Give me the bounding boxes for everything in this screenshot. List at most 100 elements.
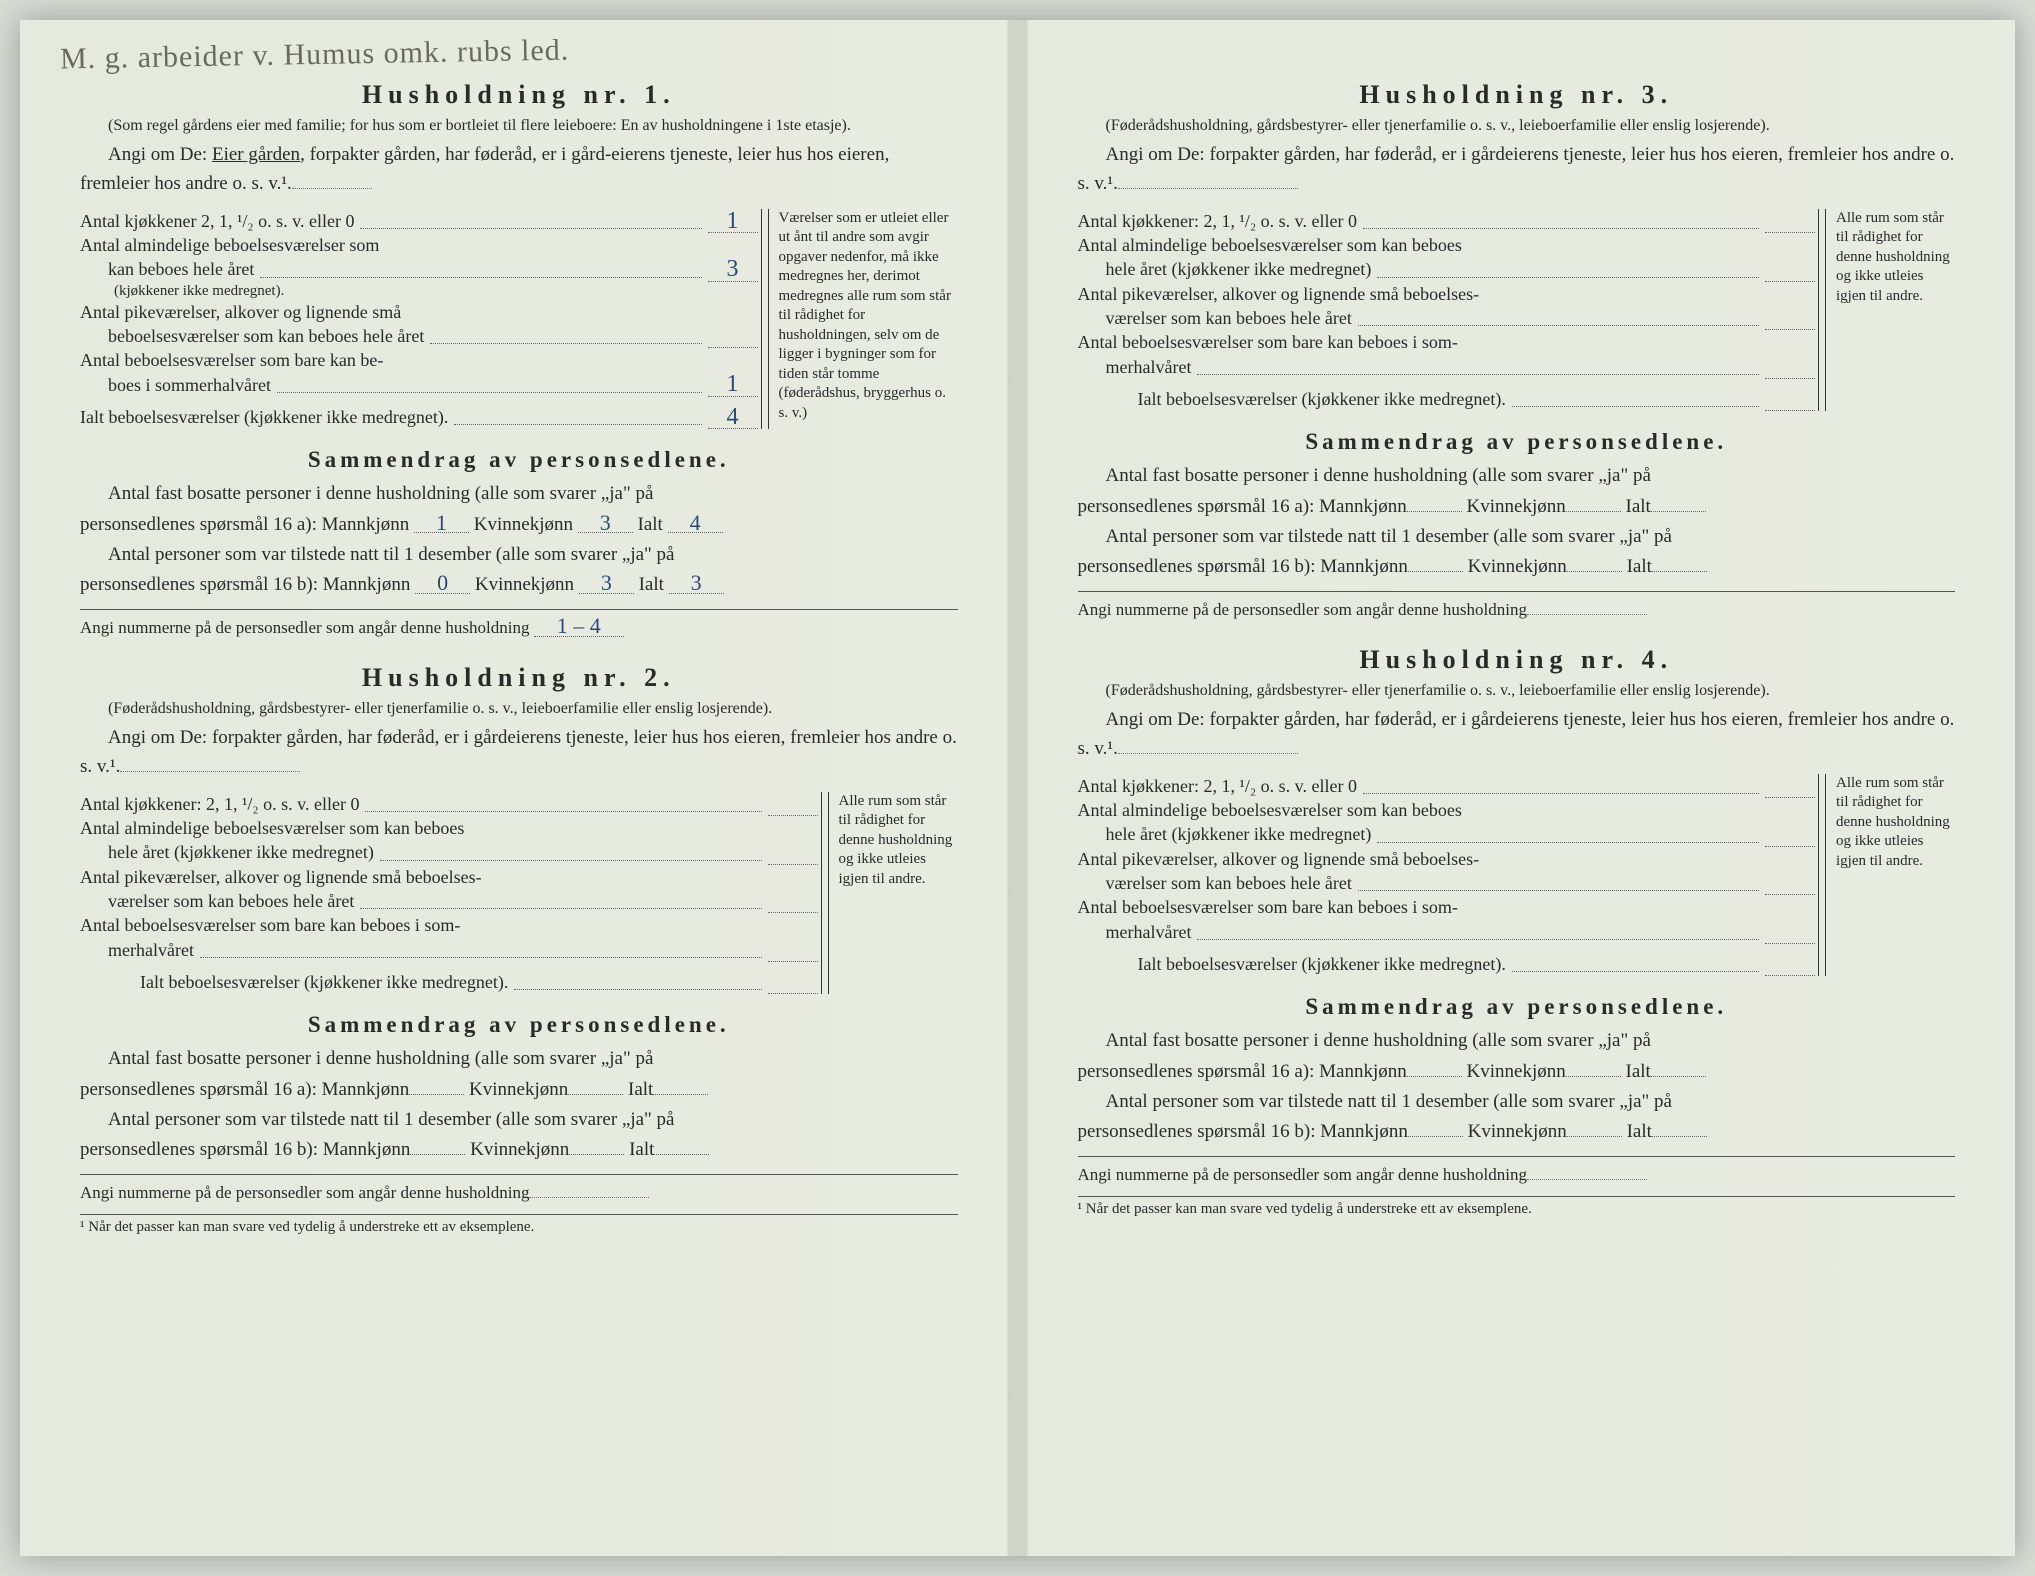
h4-ialt-lbl: Ialt	[1626, 1061, 1651, 1082]
kvinne-lbl-b: Kvinnekjønn	[475, 574, 574, 595]
household-2-subnote: (Føderådshusholdning, gårdsbestyrer- ell…	[80, 699, 958, 719]
angi-4-text: Angi om De: forpakter gården, har føderå…	[1078, 709, 1955, 759]
h4-alm-b: hele året (kjøkkener ikke medregnet)	[1106, 822, 1372, 846]
h3-kvinne-lbl: Kvinnekjønn	[1467, 496, 1566, 517]
household-3-rooms: Antal kjøkkener: 2, 1, ¹/₂ o. s. v. elle…	[1078, 209, 1956, 411]
h4-pike-a: Antal pikeværelser, alkover og lignende …	[1078, 847, 1480, 871]
kvinne-b-value: 3	[579, 573, 634, 594]
h2-ialt-a	[653, 1094, 708, 1095]
angi-2-text: Angi om De: forpakter gården, har føderå…	[80, 727, 957, 777]
h4-pike-b: værelser som kan beboes hele året	[1106, 871, 1352, 895]
h3-alm-value	[1765, 281, 1815, 282]
h2-alm-b: hele året (kjøkkener ikke medregnet)	[108, 840, 374, 864]
h3-16a-label: personsedlenes spørsmål 16 a): Mannkjønn	[1078, 496, 1407, 517]
alm-value: 3	[708, 259, 758, 282]
h4-mann-a	[1407, 1076, 1462, 1077]
h2-ialt-lbl-b: Ialt	[629, 1139, 654, 1160]
h4-sommer-a: Antal beboelsesværelser som bare kan beb…	[1078, 895, 1458, 919]
h2-ialt-label: Ialt beboelsesværelser (kjøkkener ikke m…	[140, 970, 508, 994]
h4-alm-value	[1765, 846, 1815, 847]
h3-ialt-a	[1651, 511, 1706, 512]
h4-sommer-value	[1765, 943, 1815, 944]
ialt-value: 4	[708, 407, 758, 430]
household-2-angi: Angi om De: forpakter gården, har føderå…	[80, 723, 958, 782]
household-1-summary-title: Sammendrag av personsedlene.	[80, 447, 958, 473]
h4-kjokkener-value	[1765, 797, 1815, 798]
summary-1-line1b: personsedlenes spørsmål 16 a): Mannkjønn…	[80, 510, 958, 540]
page-left: M. g. arbeider v. Humus omk. rubs led. H…	[20, 20, 1018, 1556]
angi-underlined: Eier gården	[212, 144, 300, 165]
footnote-left: ¹ Når det passer kan man svare ved tydel…	[80, 1219, 958, 1236]
ialt-lbl-b: Ialt	[639, 574, 664, 595]
h3-sommer-b: merhalvåret	[1106, 355, 1192, 379]
alm-label-b: kan beboes hele året	[108, 257, 254, 281]
summary-1-line2a: Antal personer som var tilstede natt til…	[80, 540, 958, 570]
h2-summary-line2b: personsedlenes spørsmål 16 b): Mannkjønn…	[80, 1135, 958, 1165]
h4-nummer: Angi nummerne på de personsedler som ang…	[1078, 1161, 1956, 1188]
household-2-rooms: Antal kjøkkener: 2, 1, ¹/₂ o. s. v. elle…	[80, 792, 958, 994]
household-4-angi: Angi om De: forpakter gården, har føderå…	[1078, 705, 1956, 764]
h2-kjokkener-value	[768, 815, 818, 816]
handwritten-annotation: M. g. arbeider v. Humus omk. rubs led.	[60, 34, 570, 77]
h3-kjokkener-value	[1765, 232, 1815, 233]
footnote-right: ¹ Når det passer kan man svare ved tydel…	[1078, 1201, 1956, 1218]
household-2-summary-title: Sammendrag av personsedlene.	[80, 1012, 958, 1038]
h3-summary-line2b: personsedlenes spørsmål 16 b): Mannkjønn…	[1078, 552, 1956, 582]
h4-ialt-a	[1651, 1076, 1706, 1077]
h4-summary-line1b: personsedlenes spørsmål 16 a): Mannkjønn…	[1078, 1057, 1956, 1087]
h4-summary-line1a: Antal fast bosatte personer i denne hush…	[1078, 1026, 1956, 1056]
ialt-b-value: 3	[669, 573, 724, 594]
household-4-subnote: (Føderådshusholdning, gårdsbestyrer- ell…	[1078, 681, 1956, 701]
household-1-rooms: Antal kjøkkener 2, 1, ¹/₂ o. s. v. eller…	[80, 209, 958, 429]
h3-mann-b	[1408, 571, 1463, 572]
h4-alm-a: Antal almindelige beboelsesværelser som …	[1078, 798, 1462, 822]
h3-sommer-value	[1765, 378, 1815, 379]
summary-1-line1a: Antal fast bosatte personer i denne hush…	[80, 479, 958, 509]
h4-ialt-value	[1765, 975, 1815, 976]
household-1-angi: Angi om De: Eier gården, forpakter gårde…	[80, 140, 958, 199]
household-3-title: Husholdning nr. 3.	[1078, 80, 1956, 110]
h2-sommer-value	[768, 961, 818, 962]
kvinne-lbl: Kvinnekjønn	[474, 514, 573, 535]
h2-alm-a: Antal almindelige beboelsesværelser som …	[80, 816, 464, 840]
h4-ialt-b	[1652, 1136, 1707, 1137]
angi-3-text: Angi om De: forpakter gården, har føderå…	[1078, 144, 1955, 194]
h3-ialt-label: Ialt beboelsesværelser (kjøkkener ikke m…	[1138, 387, 1506, 411]
summary-1-16a-label: personsedlenes spørsmål 16 a): Mannkjønn	[80, 514, 409, 535]
h2-pike-a: Antal pikeværelser, alkover og lignende …	[80, 865, 482, 889]
household-2-sidenote: Alle rum som står til rådighet for denne…	[828, 792, 958, 994]
h3-kvinne-lbl-b: Kvinnekjønn	[1468, 556, 1567, 577]
h2-nummer-label: Angi nummerne på de personsedler som ang…	[80, 1183, 529, 1202]
alm-sub: (kjøkkener ikke medregnet).	[114, 282, 758, 300]
summary-1-16b-label: personsedlenes spørsmål 16 b): Mannkjønn	[80, 574, 410, 595]
h4-kvinne-b	[1567, 1136, 1622, 1137]
h2-kvinne-a	[568, 1094, 623, 1095]
h3-pike-a: Antal pikeværelser, alkover og lignende …	[1078, 282, 1480, 306]
h3-ialt-lbl-b: Ialt	[1627, 556, 1652, 577]
h2-nummer: Angi nummerne på de personsedler som ang…	[80, 1179, 958, 1206]
nummer-label: Angi nummerne på de personsedler som ang…	[80, 618, 529, 637]
household-2-title: Husholdning nr. 2.	[80, 663, 958, 693]
mann-a-value: 1	[414, 513, 469, 534]
h4-16b-label: personsedlenes spørsmål 16 b): Mannkjønn	[1078, 1121, 1408, 1142]
household-1-sidenote: Værelser som er utleiet eller ut ånt til…	[768, 209, 958, 429]
household-4-title: Husholdning nr. 4.	[1078, 645, 1956, 675]
household-1-title: Husholdning nr. 1.	[80, 80, 958, 110]
h2-ialt-value	[768, 993, 818, 994]
h3-kvinne-a	[1566, 511, 1621, 512]
h2-kvinne-lbl: Kvinnekjønn	[469, 1079, 568, 1100]
h3-summary-line1a: Antal fast bosatte personer i denne hush…	[1078, 461, 1956, 491]
h2-summary-line2a: Antal personer som var tilstede natt til…	[80, 1105, 958, 1135]
h4-nummer-label: Angi nummerne på de personsedler som ang…	[1078, 1165, 1527, 1184]
household-4-rooms: Antal kjøkkener: 2, 1, ¹/₂ o. s. v. elle…	[1078, 774, 1956, 976]
h4-16a-label: personsedlenes spørsmål 16 a): Mannkjønn	[1078, 1061, 1407, 1082]
h2-pike-b: værelser som kan beboes hele året	[108, 889, 354, 913]
h3-kjokkener-label: Antal kjøkkener: 2, 1, ¹/₂ o. s. v. elle…	[1078, 209, 1357, 233]
alm-label-a: Antal almindelige beboelsesværelser som	[80, 233, 379, 257]
h3-nummer: Angi nummerne på de personsedler som ang…	[1078, 596, 1956, 623]
h4-ialt-label: Ialt beboelsesværelser (kjøkkener ikke m…	[1138, 952, 1506, 976]
h3-pike-b: værelser som kan beboes hele året	[1106, 306, 1352, 330]
h3-summary-line1b: personsedlenes spørsmål 16 a): Mannkjønn…	[1078, 492, 1956, 522]
nummer-value: 1 – 4	[534, 616, 624, 637]
h2-mann-b	[410, 1154, 465, 1155]
